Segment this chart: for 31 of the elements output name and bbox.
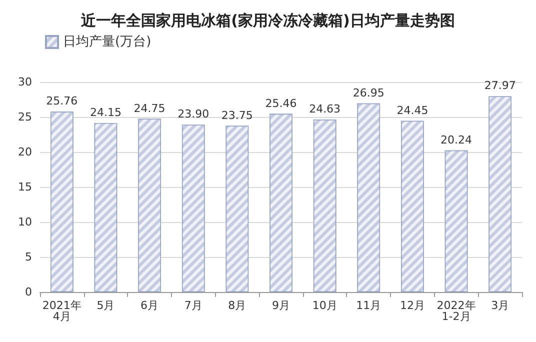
data-label: 24.75 (134, 102, 166, 115)
y-tick-label: 0 (25, 286, 32, 298)
data-label: 26.95 (352, 86, 384, 100)
x-tick-label: 11月 (356, 299, 382, 312)
legend-label: 日均产量(万台) (63, 34, 152, 50)
x-tick-label: 3月 (491, 299, 510, 312)
y-tick-label: 10 (18, 216, 32, 228)
x-tick-label: 6月 (140, 299, 159, 312)
y-tick-label: 15 (18, 180, 32, 194)
x-tick-label: 9月 (272, 299, 290, 312)
chart-title: 近一年全国家用电冰箱(家用冷冻冷藏箱)日均产量走势图 (80, 12, 455, 30)
x-tick-label: 7月 (184, 299, 202, 312)
x-tick-label: 10月 (312, 299, 338, 312)
y-tick-label: 30 (18, 76, 32, 88)
data-label: 24.15 (90, 106, 122, 119)
data-label: 27.97 (484, 79, 516, 92)
data-label: 23.90 (178, 108, 210, 121)
data-label: 24.63 (309, 102, 341, 116)
y-tick-label: 20 (18, 146, 32, 158)
x-tick-label: 12月 (400, 299, 425, 312)
data-label: 23.75 (221, 108, 253, 122)
x-tick-label: 2021年 4月 (42, 299, 82, 323)
data-label: 24.45 (396, 104, 428, 117)
data-label: 25.46 (265, 96, 297, 110)
x-tick-label: 5月 (96, 299, 115, 312)
x-tick-label: 8月 (228, 299, 246, 312)
data-label: 20.24 (440, 133, 472, 146)
y-tick-label: 5 (25, 250, 32, 264)
y-tick-label: 25 (18, 110, 32, 124)
data-label: 25.76 (46, 94, 78, 108)
x-tick-label: 2022年 1-2月 (436, 299, 476, 323)
